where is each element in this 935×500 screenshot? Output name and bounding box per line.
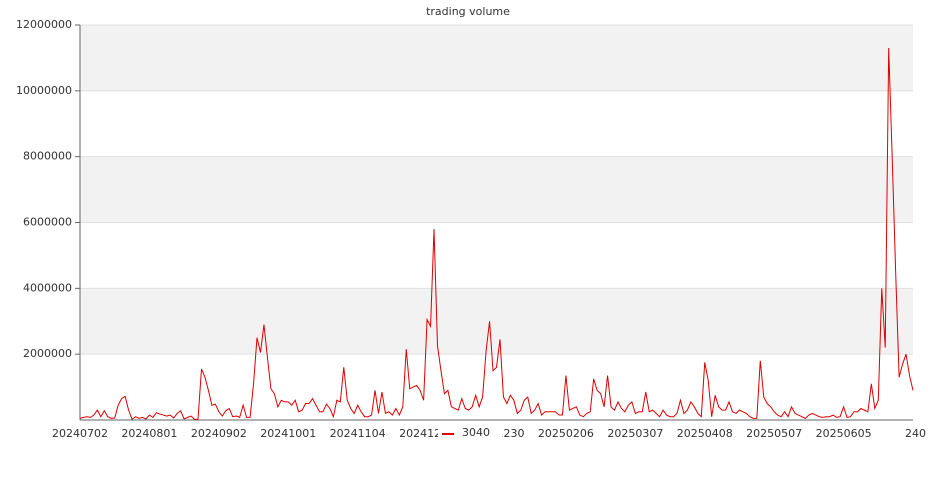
x-tick-label: 20250605 [816, 427, 872, 440]
x-tick-label: 20240801 [121, 427, 177, 440]
y-tick-label: 8000000 [23, 150, 72, 163]
x-tick-label: 20250206 [538, 427, 594, 440]
y-tick-label: 4000000 [23, 281, 72, 294]
x-tick-label: 20241104 [330, 427, 386, 440]
x-tick-label: 240 [905, 427, 926, 440]
legend-box [438, 425, 502, 443]
grid-band [80, 156, 913, 223]
chart-title: trading volume [426, 5, 510, 18]
grid-band [80, 288, 913, 355]
legend-label: 3040 [462, 426, 490, 439]
x-tick-label: 20250307 [607, 427, 663, 440]
x-tick-label: 20250507 [746, 427, 802, 440]
y-tick-label: 2000000 [23, 347, 72, 360]
x-tick-label: 20250408 [677, 427, 733, 440]
y-tick-label: 10000000 [16, 84, 72, 97]
y-tick-label: 6000000 [23, 216, 72, 229]
grid-band [80, 25, 913, 91]
y-tick-label: 12000000 [16, 18, 72, 31]
data-line [79, 48, 914, 421]
x-tick-label: 20240902 [191, 427, 247, 440]
x-tick-label: 20240702 [52, 427, 108, 440]
x-tick-label: 20241001 [260, 427, 316, 440]
